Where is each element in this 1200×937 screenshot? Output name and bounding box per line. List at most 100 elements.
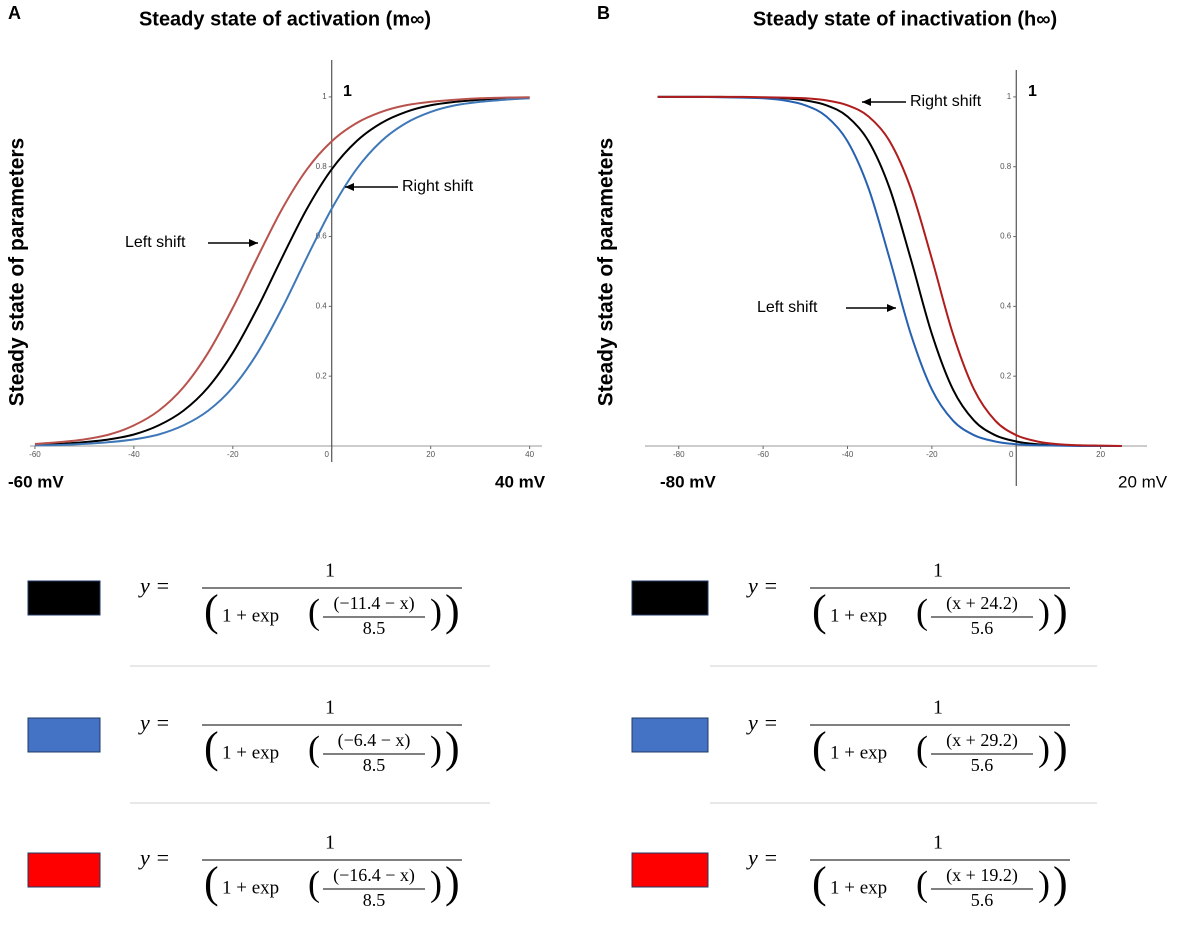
formula-lhs: y = xyxy=(138,710,170,735)
x-tick-label: 0 xyxy=(325,450,330,459)
formula-paren: ( xyxy=(308,863,320,903)
x-tick-label: -20 xyxy=(926,450,938,459)
arrow-head xyxy=(249,239,258,247)
x-tick-label: -40 xyxy=(842,450,854,459)
formula-paren: ( xyxy=(812,586,827,635)
y-axis-label: Steady state of parameters xyxy=(6,138,29,406)
y-tick-label: 1 xyxy=(322,92,327,101)
legend-swatch xyxy=(27,717,101,753)
formula-paren: ( xyxy=(916,591,928,631)
y-tick-label: 0.4 xyxy=(316,301,328,310)
y-axis-label: Steady state of parameters xyxy=(595,138,618,406)
legend-swatch xyxy=(631,580,709,616)
formula-paren: ( xyxy=(204,858,219,907)
x-range-label: -80 mV xyxy=(660,472,716,491)
annotation: Right shift xyxy=(402,178,474,195)
formula-paren: ) xyxy=(445,858,460,907)
series-line xyxy=(657,95,1122,447)
axis-top-label: 1 xyxy=(1028,83,1037,100)
y-tick-label: 1 xyxy=(1007,92,1012,101)
y-tick-label: 0.8 xyxy=(1000,162,1012,171)
arrow-head xyxy=(345,183,354,191)
y-tick-label: 0.2 xyxy=(316,371,328,380)
formula-exp-denominator: 8.5 xyxy=(363,890,386,910)
x-tick-label: -40 xyxy=(128,450,140,459)
formula-exp-prefix: 1 + exp xyxy=(222,877,279,898)
formula-lhs: y = xyxy=(746,573,778,598)
y-tick-label: 0.4 xyxy=(1000,301,1012,310)
formula-paren: ( xyxy=(204,586,219,635)
formula-lhs: y = xyxy=(746,845,778,870)
formula-lhs: y = xyxy=(138,573,170,598)
annotation: Left shift xyxy=(757,299,818,316)
y-tick-label: 0.8 xyxy=(316,162,328,171)
formula-paren: ( xyxy=(916,728,928,768)
chart-title: Steady state of activation (m∞) xyxy=(139,8,431,30)
formula-numerator: 1 xyxy=(325,697,335,719)
formula-numerator: 1 xyxy=(325,832,335,854)
formula-paren: ( xyxy=(812,723,827,772)
legend-swatch xyxy=(27,852,101,888)
annotation: Right shift xyxy=(910,93,982,110)
formula-paren: ) xyxy=(430,591,442,631)
formula-exp-numerator: (x + 29.2) xyxy=(946,730,1018,751)
formula-paren: ) xyxy=(445,723,460,772)
panel-label: B xyxy=(597,3,610,23)
formula-exp-numerator: (x + 19.2) xyxy=(946,865,1018,886)
x-tick-label: 0 xyxy=(1009,450,1014,459)
x-tick-label: -60 xyxy=(757,450,769,459)
formula-paren: ) xyxy=(1053,586,1068,635)
formula-paren: ) xyxy=(445,586,460,635)
chart-title: Steady state of inactivation (h∞) xyxy=(753,8,1057,30)
formula-exp-prefix: 1 + exp xyxy=(830,605,887,626)
x-range-label: -60 mV xyxy=(8,472,64,491)
axis-top-label: 1 xyxy=(343,83,352,100)
formula-exp-denominator: 5.6 xyxy=(971,755,994,775)
formula-numerator: 1 xyxy=(933,832,943,854)
x-tick-label: -80 xyxy=(673,450,685,459)
arrow-head xyxy=(887,304,896,312)
series-line xyxy=(34,96,530,445)
x-tick-label: 40 xyxy=(525,450,534,459)
formula-exp-prefix: 1 + exp xyxy=(830,742,887,763)
annotation: Left shift xyxy=(125,234,186,251)
formula-exp-numerator: (−16.4 − x) xyxy=(333,865,415,886)
formula-paren: ( xyxy=(812,858,827,907)
x-tick-label: 20 xyxy=(1096,450,1105,459)
formula-exp-prefix: 1 + exp xyxy=(222,742,279,763)
formula-exp-denominator: 5.6 xyxy=(971,618,994,638)
series-line xyxy=(657,95,1122,448)
formula-exp-prefix: 1 + exp xyxy=(222,605,279,626)
formula-lhs: y = xyxy=(746,710,778,735)
arrow-head xyxy=(862,98,871,106)
formula-numerator: 1 xyxy=(933,560,943,582)
formula-paren: ( xyxy=(308,728,320,768)
formula-numerator: 1 xyxy=(325,560,335,582)
formula-paren: ) xyxy=(1038,728,1050,768)
y-tick-label: 0.6 xyxy=(316,232,328,241)
formula-paren: ) xyxy=(430,863,442,903)
legend-swatch xyxy=(631,852,709,888)
formula-exp-denominator: 5.6 xyxy=(971,890,994,910)
formula-paren: ) xyxy=(1053,723,1068,772)
x-range-label: 40 mV xyxy=(495,472,546,491)
formula-exp-numerator: (−11.4 − x) xyxy=(333,593,414,614)
x-range-label: 20 mV xyxy=(1118,472,1168,491)
legend-swatch xyxy=(631,717,709,753)
y-tick-label: 0.6 xyxy=(1000,232,1012,241)
series-line xyxy=(34,97,530,447)
series-line xyxy=(657,95,1122,448)
x-tick-label: -20 xyxy=(227,450,239,459)
formula-paren: ( xyxy=(308,591,320,631)
formula-numerator: 1 xyxy=(933,697,943,719)
y-tick-label: 0.2 xyxy=(1000,371,1012,380)
series-line xyxy=(34,96,530,446)
formula-paren: ) xyxy=(1038,863,1050,903)
formula-exp-numerator: (−6.4 − x) xyxy=(338,730,411,751)
x-tick-label: -60 xyxy=(29,450,41,459)
formula-paren: ) xyxy=(1053,858,1068,907)
formula-paren: ) xyxy=(1038,591,1050,631)
formula-exp-prefix: 1 + exp xyxy=(830,877,887,898)
formula-exp-numerator: (x + 24.2) xyxy=(946,593,1018,614)
